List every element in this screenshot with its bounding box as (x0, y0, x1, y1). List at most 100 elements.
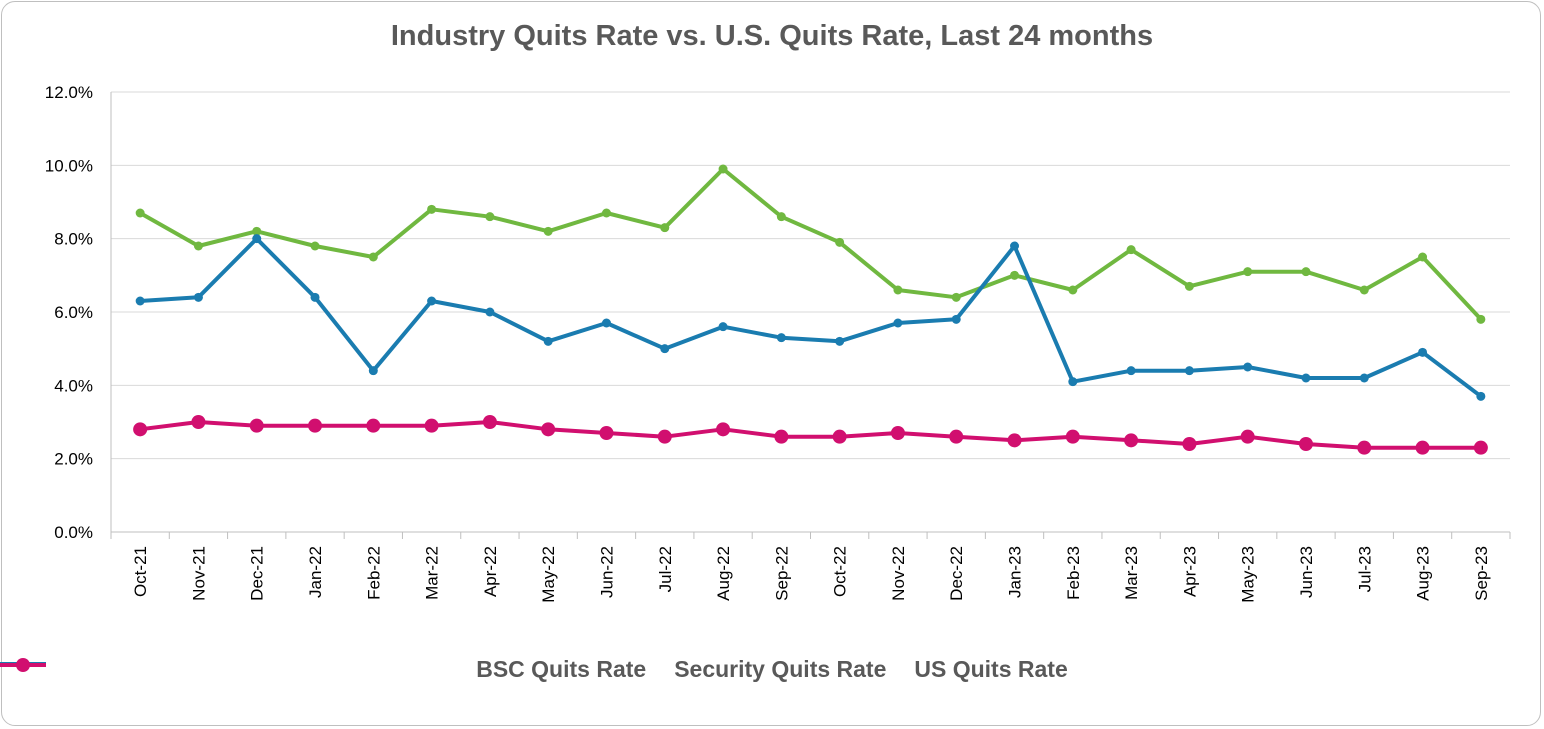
series-line-0 (139, 167, 1483, 321)
series-point-0 (310, 241, 320, 251)
x-tick-labels: Oct-21 Nov-21 Dec-21 Jan-22 Feb-22 Mar-22 Apr-… (131, 546, 1491, 603)
series-point-0 (893, 285, 903, 295)
series-point-1 (1301, 373, 1311, 383)
series-point-2 (482, 415, 497, 429)
legend-swatch-us (0, 658, 46, 672)
series-point-1 (427, 296, 437, 306)
x-tick-label: Nov-21 (189, 546, 208, 601)
series-point-2 (1240, 429, 1255, 444)
series-point-1 (951, 314, 961, 324)
series-point-0 (1184, 281, 1194, 291)
series-point-2 (308, 418, 323, 433)
x-tick-label: Apr-23 (1180, 546, 1199, 597)
series-point-1 (1418, 347, 1428, 357)
series-line-2 (139, 420, 1481, 450)
series-point-0 (776, 212, 786, 222)
series-point-2 (1415, 440, 1430, 455)
x-tick-label: Oct-21 (131, 546, 150, 597)
x-tick-label: May-23 (1239, 546, 1258, 603)
x-tick-label: Jul-22 (656, 546, 675, 592)
series-point-0 (1010, 270, 1020, 280)
y-tick-labels: 0.0% 2.0% 4.0% 6.0% 8.0% 10.0% 12.0% (45, 83, 93, 542)
series-point-2 (1298, 437, 1313, 451)
series-point-0 (485, 212, 495, 222)
legend-item-us: US Quits Rate (0, 656, 1068, 683)
series-point-1 (1243, 362, 1253, 372)
series-point-1 (718, 322, 728, 332)
series-point-0 (660, 223, 670, 233)
series-point-0 (601, 208, 611, 218)
y-tick-label: 6.0% (54, 303, 93, 322)
series-point-1 (543, 336, 553, 346)
y-tick-label: 10.0% (45, 156, 93, 175)
legend-label-security: Security Quits Rate (674, 656, 887, 682)
x-tick-label: Aug-22 (714, 546, 733, 601)
series-point-0 (1418, 252, 1428, 262)
series-point-1 (252, 234, 262, 244)
y-tick-label: 4.0% (54, 376, 93, 395)
y-tick-label: 2.0% (54, 450, 93, 469)
series-point-2 (1357, 440, 1372, 455)
x-tick-label: Sep-22 (772, 546, 791, 601)
series-point-0 (835, 237, 845, 247)
series-point-1 (1359, 373, 1369, 383)
series-point-0 (1126, 245, 1136, 255)
series-point-2 (1124, 433, 1139, 448)
series-point-1 (776, 333, 786, 343)
x-tick-label: Feb-22 (364, 546, 383, 600)
legend-label-bsc: BSC Quits Rate (476, 656, 647, 682)
x-tick-label: May-22 (539, 546, 558, 603)
series-point-2 (133, 422, 148, 437)
axes (110, 92, 1511, 539)
series-point-1 (1476, 391, 1486, 401)
series-point-0 (427, 204, 437, 214)
series-point-0 (1476, 314, 1486, 324)
legend: BSC Quits Rate Security Quits Rate US Qu… (0, 656, 1544, 683)
x-tick-label: Mar-22 (423, 546, 442, 600)
series-point-2 (890, 426, 905, 440)
series-point-1 (1126, 366, 1136, 376)
series-point-0 (193, 241, 203, 251)
legend-label-us: US Quits Rate (914, 656, 1068, 682)
series-point-1 (660, 344, 670, 354)
series-point-1 (1068, 377, 1078, 387)
series-point-0 (1359, 285, 1369, 295)
series-line-1 (139, 236, 1483, 398)
series-point-2 (657, 429, 672, 444)
series-point-2 (424, 418, 439, 433)
series-point-2 (1182, 437, 1197, 451)
series-point-1 (835, 336, 845, 346)
series-point-1 (368, 366, 378, 376)
series-point-2 (716, 422, 731, 437)
x-tick-label: Aug-23 (1414, 546, 1433, 601)
x-tick-label: Sep-23 (1472, 546, 1491, 601)
series-point-0 (718, 164, 728, 174)
series-point-2 (191, 415, 206, 429)
series-point-1 (193, 292, 203, 302)
series-point-2 (1007, 433, 1022, 448)
x-tick-label: Oct-22 (831, 546, 850, 597)
x-tick-label: Mar-23 (1122, 546, 1141, 600)
series-point-2 (541, 422, 556, 437)
series-point-1 (135, 296, 145, 306)
series-point-2 (366, 418, 381, 433)
series-point-2 (774, 429, 789, 444)
x-tick-label: Jun-23 (1297, 546, 1316, 598)
series-point-1 (310, 292, 320, 302)
series-point-2 (599, 426, 614, 440)
series-point-2 (1473, 440, 1488, 455)
legend-item-security: Security Quits Rate (0, 656, 887, 683)
series-point-0 (252, 226, 262, 236)
series-point-0 (368, 252, 378, 262)
series-point-2 (249, 418, 264, 433)
series-point-0 (1301, 267, 1311, 277)
series-point-1 (1184, 366, 1194, 376)
x-tick-label: Dec-22 (947, 546, 966, 601)
series-lines (133, 164, 1488, 455)
gridlines (111, 91, 1510, 460)
series-point-0 (135, 208, 145, 218)
series-point-1 (893, 318, 903, 328)
y-tick-label: 8.0% (54, 230, 93, 249)
